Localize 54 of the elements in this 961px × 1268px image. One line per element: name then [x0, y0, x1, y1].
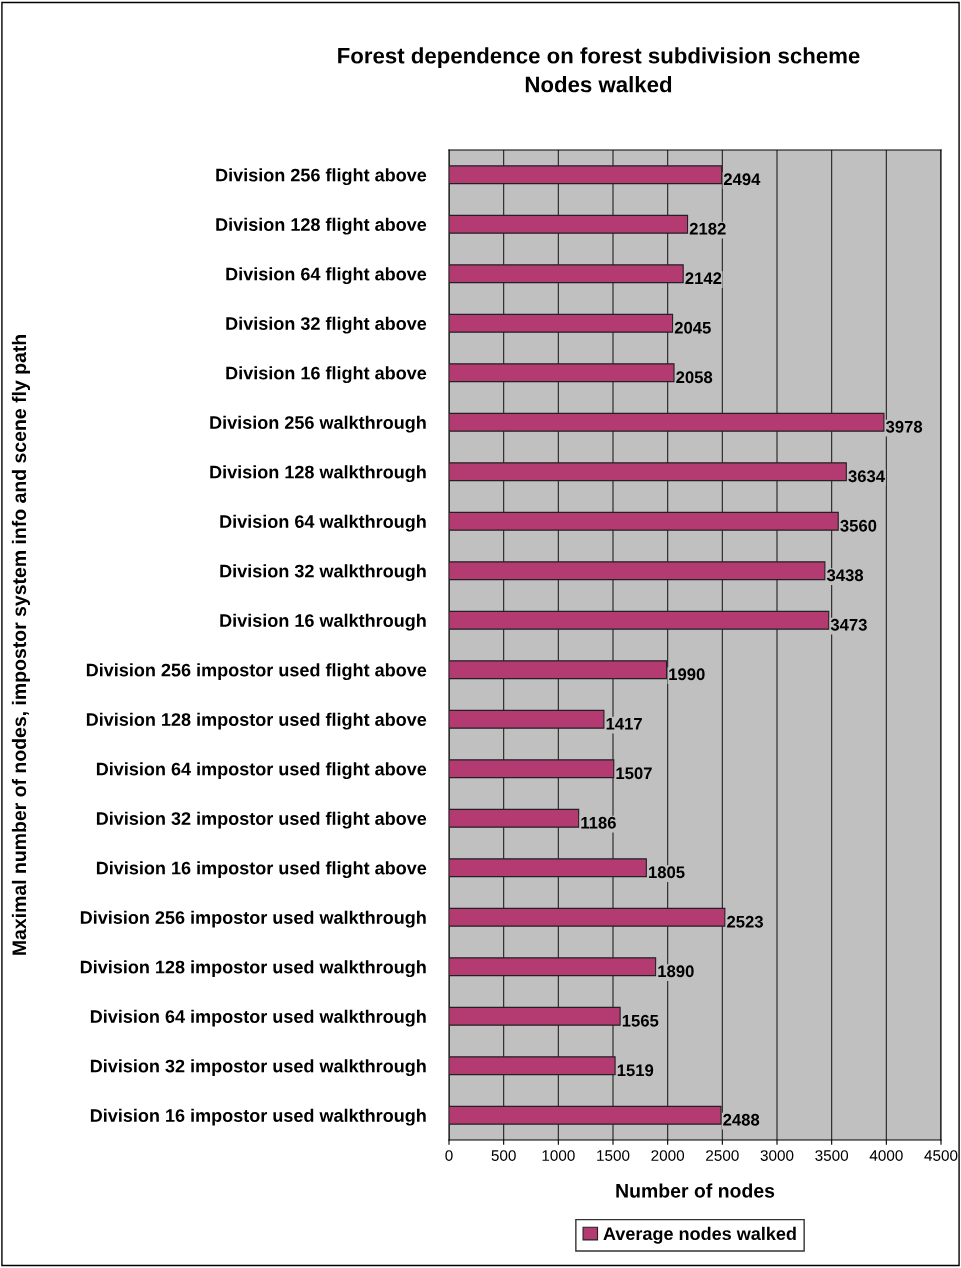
y-tick-label: Division 256 walkthrough	[210, 415, 426, 433]
y-tick-label: Division 16 impostor used walkthrough	[90, 1108, 426, 1126]
y-tick-label: Division 32 walkthrough	[220, 564, 426, 582]
y-tick-label: Division 16 flight above	[226, 366, 427, 384]
data-label: 1565	[622, 1014, 659, 1027]
x-tick-label: 3500	[815, 1150, 849, 1161]
y-tick-label: Division 256 impostor used walkthrough	[80, 910, 426, 928]
legend-label: Average nodes walked	[603, 1226, 796, 1244]
x-tick-label: 1000	[542, 1150, 575, 1161]
data-label: 1805	[649, 866, 685, 879]
data-label: 3438	[826, 569, 864, 582]
x-tick-label: 0	[445, 1150, 453, 1161]
y-tick-label: Division 256 flight above	[216, 168, 427, 186]
data-label: 2488	[723, 1113, 760, 1126]
y-tick-label: Division 128 flight above	[216, 217, 427, 235]
data-label: 1990	[669, 668, 705, 681]
y-tick-label: Division 64 impostor used flight above	[96, 762, 427, 780]
y-tick-label: Division 128 impostor used walkthrough	[80, 960, 426, 978]
y-tick-label: Division 16 impostor used flight above	[96, 861, 427, 879]
y-tick-label: Division 64 flight above	[226, 267, 427, 285]
x-tick-label: 2500	[706, 1150, 739, 1161]
x-tick-label: 2000	[651, 1150, 685, 1161]
y-tick-label: Division 32 impostor used flight above	[96, 811, 427, 829]
data-label: 2045	[674, 321, 711, 334]
y-tick-label: Division 32 flight above	[226, 316, 427, 334]
data-label: 3634	[848, 470, 885, 483]
y-tick-label: Division 256 impostor used flight above	[86, 663, 427, 681]
x-tick-label: 500	[491, 1150, 516, 1161]
y-tick-label: Division 32 impostor used walkthrough	[90, 1059, 426, 1077]
data-label: 1519	[617, 1064, 654, 1077]
data-label: 1186	[581, 816, 616, 829]
data-label: 2494	[723, 173, 761, 186]
data-label: 3978	[885, 420, 923, 433]
data-label: 1890	[658, 965, 694, 978]
x-tick-label: 1500	[597, 1150, 630, 1161]
data-label: 2058	[676, 371, 713, 384]
y-tick-label: Division 64 impostor used walkthrough	[90, 1009, 426, 1027]
x-tick-label: 3000	[760, 1150, 794, 1161]
y-tick-label: Division 16 walkthrough	[220, 613, 426, 631]
y-tick-label: Division 128 walkthrough	[210, 465, 426, 483]
x-axis-title: Number of nodes	[616, 1183, 775, 1198]
y-tick-label: Division 64 walkthrough	[220, 514, 426, 532]
data-label: 2182	[689, 222, 726, 235]
data-label: 2523	[727, 915, 763, 928]
data-label: 1507	[616, 767, 652, 780]
y-axis-title: Maximal number of nodes, impostor system info and scene fly path	[11, 335, 30, 955]
data-label: 3473	[830, 618, 867, 631]
chart-title: Forest dependence on forest subdivision scheme Nodes walked	[338, 47, 860, 93]
data-label: 3560	[840, 519, 877, 532]
x-tick-label: 4000	[869, 1150, 903, 1161]
data-label: 2142	[685, 272, 722, 284]
y-tick-label: Division 128 impostor used flight above	[86, 712, 427, 730]
data-label: 1417	[606, 718, 642, 730]
x-tick-label: 4500	[924, 1150, 958, 1161]
